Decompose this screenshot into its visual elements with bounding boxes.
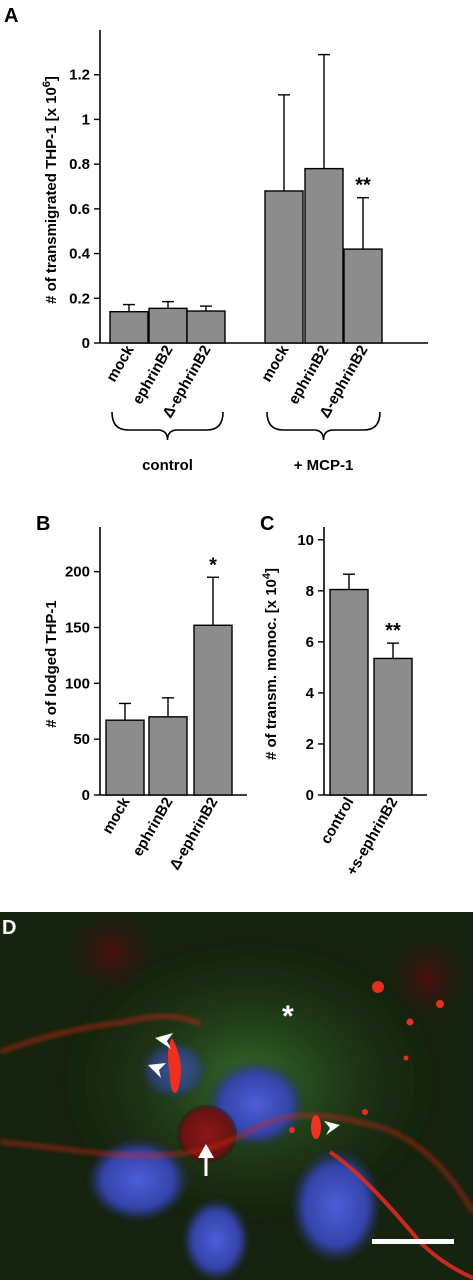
chart-panel-c: # of transm. monoc. [x 104] 0246810contr… [261, 527, 427, 878]
y-tick-label-b: 150 [65, 620, 90, 637]
chart-panel-b: # of lodged THP-1 0 50 100 150 200 mockephrin… [43, 527, 247, 873]
y-tick-label-a: 0.2 [69, 290, 90, 307]
bar-a [109, 311, 149, 344]
category-label-b: ephrinB2 [129, 795, 176, 860]
arrow-head [198, 1144, 214, 1158]
arrowhead-marker-right [324, 1121, 340, 1135]
bar-a [186, 310, 226, 344]
y-axis-label-c-exp: 4 [261, 572, 273, 579]
y-axis-label-c-close: ] [263, 568, 280, 573]
y-tick-label-b: 0 [82, 787, 90, 804]
significance-label-c: ** [385, 620, 401, 642]
y-axis-label-a-exp: 6 [41, 81, 53, 87]
micrograph-panel: * D [0, 912, 473, 1280]
red-cluster-left [168, 1038, 181, 1093]
red-dot-6 [403, 1055, 409, 1061]
arrowhead-marker-upper [155, 1033, 173, 1049]
arrowhead-marker-lower [148, 1063, 166, 1078]
y-tick-label-a: 0 [82, 335, 90, 352]
dark-cell-right [388, 932, 468, 1022]
category-label-a: mock [103, 342, 138, 385]
group-brace-a [111, 411, 224, 441]
bar-a [264, 190, 304, 344]
nucleus-bottom [182, 1198, 250, 1280]
y-tick-label-b: 100 [65, 675, 90, 692]
y-axis-label-a-main: # of transmigrated THP-1 [x 10 [43, 87, 60, 304]
bar-b [193, 624, 233, 796]
bar-c [373, 657, 413, 796]
category-label-b: mock [99, 794, 134, 837]
scale-bar [372, 1239, 454, 1244]
significance-label-b: * [209, 554, 217, 576]
red-membrane-left [0, 1014, 201, 1054]
bar-b [148, 716, 188, 796]
y-tick-label-c: 6 [306, 634, 314, 651]
red-membrane-bottom [0, 1113, 473, 1213]
y-axis-label-a: # of transmigrated THP-1 [x 106] [41, 76, 60, 304]
red-dot-3 [436, 1000, 444, 1008]
y-axis-label-c-main: # of transm. monoc. [x 10 [263, 579, 280, 760]
y-tick-label-a: 0.4 [69, 246, 91, 263]
panel-letter-d: D [2, 917, 16, 939]
y-tick-label-c: 8 [306, 583, 314, 600]
y-tick-label-a: 0.8 [69, 156, 90, 173]
bar-b [105, 719, 145, 796]
category-label-a: mock [258, 342, 293, 385]
bar-a [343, 248, 383, 344]
y-tick-label-a: 1.2 [69, 67, 90, 84]
group-label-a: + MCP-1 [294, 457, 354, 474]
nucleus-lower-left [86, 1138, 190, 1222]
bar-c [329, 588, 369, 796]
y-tick-label-c: 10 [297, 532, 314, 549]
bar-a [304, 167, 344, 344]
red-membrane-right [328, 1150, 473, 1280]
micrograph-asterisk: * [282, 1000, 294, 1033]
group-label-a: control [142, 457, 193, 474]
y-axis-label-a-close: ] [43, 76, 60, 81]
group-brace-a [266, 411, 381, 441]
nucleus-lower-right [290, 1148, 382, 1264]
y-axis-label-c: # of transm. monoc. [x 104] [261, 568, 280, 760]
red-monocyte [177, 1105, 237, 1163]
panel-letter-c: C [260, 513, 274, 535]
dark-cell-top [67, 912, 157, 997]
y-tick-label-a: 1 [82, 111, 90, 128]
significance-label-a: ** [355, 175, 371, 197]
charts-svg: A B C # of transmigrated THP-1 [x 106] 0… [4, 5, 428, 878]
bar-a [148, 307, 188, 344]
red-spot-right [311, 1115, 321, 1139]
y-tick-label-b: 50 [73, 731, 90, 748]
red-dot-5 [362, 1109, 368, 1115]
red-dot-2 [406, 1018, 414, 1026]
panel-letter-b: B [36, 513, 50, 535]
red-dot-4 [289, 1127, 295, 1133]
y-tick-label-c: 2 [306, 736, 314, 753]
y-axis-label-b: # of lodged THP-1 [43, 600, 60, 728]
red-dot-1 [372, 981, 384, 993]
panel-letter-a: A [4, 5, 18, 27]
category-label-c: control [317, 795, 357, 848]
category-label-b: Δ-ephrinB2 [166, 795, 221, 873]
y-tick-label-a: 0.6 [69, 201, 90, 218]
y-tick-label-b: 200 [65, 564, 90, 581]
chart-panel-a: # of transmigrated THP-1 [x 106] 0 0.2 0.4… [41, 30, 428, 474]
y-tick-label-c: 4 [306, 685, 315, 702]
y-tick-label-c: 0 [306, 787, 314, 804]
